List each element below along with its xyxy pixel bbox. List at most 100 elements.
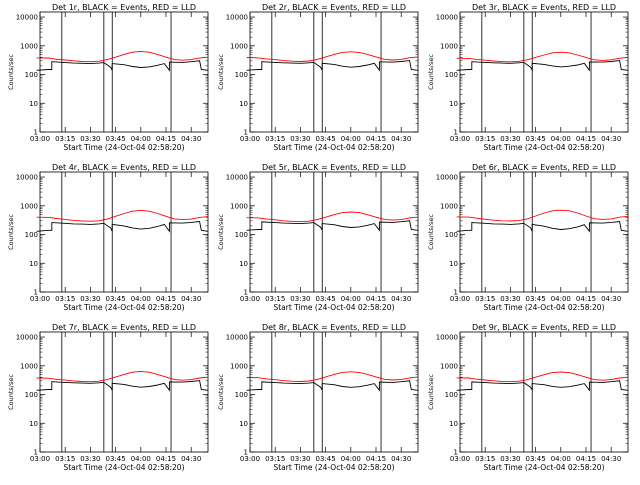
plot-frame: [459, 11, 629, 133]
plot-title: Det 6r, BLACK = Events, RED = LLD: [472, 163, 616, 172]
series-line-events: [246, 60, 419, 72]
x-tick-label: 03:30: [500, 455, 520, 463]
series-line-events: [36, 221, 209, 233]
x-tick-label: 04:00: [341, 455, 361, 463]
y-tick-label: 10000: [436, 174, 458, 182]
x-tick-label: 04:30: [391, 455, 411, 463]
y-tick-label: 1000: [20, 42, 38, 50]
x-tick-label: 04:15: [156, 135, 176, 143]
x-tick-label: 04:15: [366, 295, 386, 303]
x-tick-label: 04:15: [576, 135, 596, 143]
x-tick-label: 03:15: [475, 455, 495, 463]
y-axis-label: Counts/sec: [217, 374, 225, 410]
y-tick-label: 1: [244, 449, 248, 457]
y-tick-label: 10: [449, 260, 458, 268]
y-tick-label: 1000: [230, 42, 248, 50]
y-tick-label: 10000: [226, 174, 248, 182]
x-tick-label: 03:00: [240, 135, 260, 143]
y-tick-label: 10: [239, 260, 248, 268]
x-axis-label: Start Time (24-Oct-04 02:58:20): [273, 303, 394, 312]
plot-title: Det 2r, BLACK = Events, RED = LLD: [262, 3, 406, 12]
plot-frame: [249, 171, 419, 293]
series-line-lld: [36, 50, 209, 63]
x-tick-label: 03:30: [80, 455, 100, 463]
plot-frame: [459, 171, 629, 293]
y-tick-label: 1: [34, 289, 38, 297]
series-line-events: [36, 380, 209, 392]
y-axis-label: Counts/sec: [7, 374, 15, 410]
x-tick-label: 04:30: [391, 135, 411, 143]
x-axis-label: Start Time (24-Oct-04 02:58:20): [63, 143, 184, 152]
x-tick-label: 04:30: [181, 455, 201, 463]
x-tick-label: 04:15: [156, 455, 176, 463]
y-tick-label: 10: [29, 260, 38, 268]
x-tick-label: 03:15: [265, 135, 285, 143]
x-tick-label: 04:15: [156, 295, 176, 303]
plot-frame: [39, 11, 209, 133]
series-line-lld: [36, 370, 209, 383]
y-tick-label: 10000: [16, 334, 38, 342]
y-tick-label: 100: [25, 71, 38, 79]
x-tick-label: 03:00: [30, 135, 50, 143]
y-axis-label: Counts/sec: [217, 54, 225, 90]
x-tick-label: 04:30: [601, 455, 621, 463]
x-tick-label: 04:15: [366, 135, 386, 143]
y-tick-label: 1: [454, 129, 458, 137]
series-line-events: [246, 220, 419, 232]
y-tick-label: 100: [235, 71, 248, 79]
plot-frame: [249, 331, 419, 453]
y-tick-label: 100: [235, 391, 248, 399]
series-line-events: [456, 380, 629, 392]
y-tick-label: 10: [449, 100, 458, 108]
x-tick-label: 03:30: [80, 295, 100, 303]
y-tick-label: 1000: [20, 362, 38, 370]
y-tick-label: 100: [445, 71, 458, 79]
series-line-lld: [456, 209, 629, 222]
x-tick-label: 03:15: [55, 135, 75, 143]
plot-title: Det 1r, BLACK = Events, RED = LLD: [52, 3, 196, 12]
x-tick-label: 04:00: [551, 135, 571, 143]
detector-plot-3: Det 3r, BLACK = Events, RED = LLD 1 10 100 1…: [427, 3, 629, 152]
y-tick-label: 1: [244, 289, 248, 297]
series-line-lld: [36, 209, 209, 222]
x-tick-label: 03:00: [450, 295, 470, 303]
detector-plot-4: Det 4r, BLACK = Events, RED = LLD 1 10 100 1…: [7, 163, 209, 312]
x-tick-label: 03:00: [30, 455, 50, 463]
x-tick-label: 03:00: [450, 455, 470, 463]
y-tick-label: 1: [34, 449, 38, 457]
y-tick-label: 1000: [440, 202, 458, 210]
series-line-events: [246, 380, 419, 392]
detector-plot-5: Det 5r, BLACK = Events, RED = LLD 1 10 100 1…: [217, 163, 419, 312]
x-tick-label: 03:45: [316, 135, 336, 143]
x-axis-label: Start Time (24-Oct-04 02:58:20): [63, 463, 184, 472]
plot-title: Det 4r, BLACK = Events, RED = LLD: [52, 163, 196, 172]
series-line-events: [456, 221, 629, 233]
x-tick-label: 03:15: [265, 455, 285, 463]
x-axis-label: Start Time (24-Oct-04 02:58:20): [483, 463, 604, 472]
x-tick-label: 03:45: [526, 455, 546, 463]
x-tick-label: 03:45: [106, 455, 126, 463]
series-line-lld: [246, 371, 419, 382]
x-tick-label: 03:00: [240, 295, 260, 303]
x-tick-label: 03:30: [500, 295, 520, 303]
x-tick-label: 04:00: [551, 295, 571, 303]
y-tick-label: 100: [445, 391, 458, 399]
plot-frame: [459, 331, 629, 453]
series-line-events: [456, 60, 629, 72]
x-tick-label: 03:45: [106, 135, 126, 143]
y-tick-label: 1: [244, 129, 248, 137]
series-line-lld: [246, 51, 419, 62]
y-tick-label: 1: [454, 289, 458, 297]
x-tick-label: 03:45: [316, 455, 336, 463]
y-tick-label: 10: [239, 420, 248, 428]
x-tick-label: 03:15: [55, 295, 75, 303]
x-tick-label: 03:00: [240, 455, 260, 463]
x-tick-label: 04:00: [131, 455, 151, 463]
y-axis-label: Counts/sec: [427, 214, 435, 250]
x-axis-label: Start Time (24-Oct-04 02:58:20): [273, 143, 394, 152]
y-tick-label: 10000: [16, 14, 38, 22]
plot-frame: [39, 171, 209, 293]
y-axis-label: Counts/sec: [217, 214, 225, 250]
y-tick-label: 1000: [440, 42, 458, 50]
